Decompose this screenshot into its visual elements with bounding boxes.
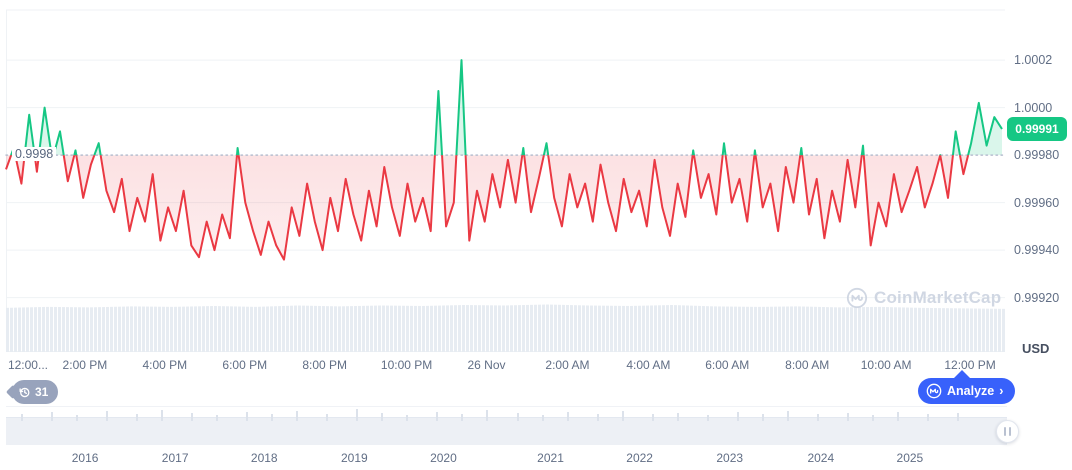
x-axis-tick: 10:00 PM: [380, 358, 433, 372]
x-axis-tick: 8:00 AM: [785, 358, 830, 372]
minimap-spike: [816, 414, 819, 421]
history-badge[interactable]: 31: [12, 380, 59, 404]
minimap-spike: [296, 411, 299, 421]
x-axis-tick: 2:00 PM: [62, 358, 108, 372]
minimap-spike: [676, 413, 679, 421]
baseline-price-label: 0.9998: [12, 147, 57, 162]
coinmarketcap-logo-icon: [846, 287, 868, 309]
minimap-spike: [896, 412, 899, 421]
minimap-year-label: 2022: [626, 451, 653, 465]
minimap-spike: [51, 412, 54, 421]
coinmarketcap-logo-icon: [926, 383, 942, 399]
analyze-button-pointer: [953, 370, 971, 379]
minimap-spike: [161, 410, 164, 421]
minimap-spike: [461, 414, 464, 421]
minimap-spike: [106, 411, 109, 421]
watermark-text: CoinMarketCap: [874, 288, 1002, 307]
minimap-spike: [786, 411, 789, 421]
y-axis-tick: 0.99920: [1014, 290, 1060, 305]
unit-label: USD: [1022, 341, 1050, 356]
handle-grip: [1004, 427, 1006, 436]
minimap-spike: [621, 411, 624, 421]
minimap-spike: [846, 413, 849, 421]
x-axis-tick: 6:00 AM: [705, 358, 750, 372]
minimap-spike: [706, 415, 709, 421]
watermark: CoinMarketCap: [846, 287, 1001, 309]
minimap-spike: [436, 412, 439, 421]
x-axis-tick: 10:00 AM: [860, 358, 912, 372]
minimap-spike: [326, 414, 329, 421]
handle-grip: [1009, 427, 1011, 436]
minimap-spike: [136, 414, 139, 421]
volume-bars: [6, 304, 1005, 352]
minimap-spike: [736, 412, 739, 421]
y-axis-tick: 0.99940: [1014, 243, 1060, 258]
history-clock-icon: [19, 387, 30, 397]
minimap-year-label: 2024: [807, 451, 835, 465]
minimap-year-label: 2018: [250, 451, 278, 465]
minimap-year-label: 2025: [896, 451, 924, 465]
price-chart[interactable]: [0, 0, 1072, 352]
x-axis-tick: 6:00 PM: [222, 358, 268, 372]
minimap-year-label: 2017: [161, 451, 189, 465]
minimap-top-border: [6, 406, 1007, 407]
minimap-spike: [566, 412, 569, 421]
y-axis-tick: 0.99960: [1014, 195, 1060, 210]
x-axis-tick: 4:00 AM: [626, 358, 671, 372]
minimap-spike: [516, 413, 519, 421]
minimap-spike: [381, 413, 384, 421]
current-price-badge: 0.99991: [1007, 117, 1067, 141]
minimap-spike: [956, 413, 959, 421]
history-count: 31: [35, 385, 49, 399]
minimap-year-label: 2023: [716, 451, 744, 465]
minimap-spike: [76, 415, 79, 421]
x-axis-tick: 12:00 PM: [944, 358, 996, 372]
minimap-year-label: 2019: [340, 451, 368, 465]
minimap-spike: [406, 415, 409, 421]
minimap-spike: [761, 414, 764, 421]
minimap-handle[interactable]: [996, 420, 1019, 443]
minimap-year-label: 2020: [430, 451, 457, 465]
minimap-spike: [486, 410, 489, 421]
minimap-selected-range[interactable]: [6, 417, 1007, 445]
x-axis-tick: 2:00 AM: [545, 358, 590, 372]
minimap-spike: [216, 415, 219, 421]
minimap-year-label: 2016: [71, 451, 99, 465]
analyze-button[interactable]: Analyze ›: [918, 378, 1016, 404]
minimap-spike: [651, 414, 654, 421]
analyze-label: Analyze: [947, 384, 995, 398]
x-axis-tick: 4:00 PM: [142, 358, 188, 372]
minimap-spike: [871, 415, 874, 421]
x-axis-tick: 12:00...: [7, 358, 48, 372]
minimap-spike: [356, 409, 359, 421]
x-axis-tick: 8:00 PM: [302, 358, 348, 372]
minimap-spike: [596, 414, 599, 421]
minimap-spike: [926, 414, 929, 421]
chevron-right-icon: ›: [999, 384, 1004, 398]
y-axis-tick: 1.0000: [1014, 100, 1053, 115]
minimap-spike: [541, 415, 544, 421]
range-minimap: 2016 2017 2018 2019 2020 2021 2022 2023 2024 2025: [0, 406, 1072, 470]
minimap-spike: [191, 413, 194, 421]
y-axis-tick: 1.0002: [1014, 53, 1053, 68]
minimap-spike: [21, 414, 23, 421]
x-axis-tick: 26 Nov: [467, 358, 506, 372]
minimap-spike: [271, 414, 274, 421]
y-axis-tick: 0.99980: [1014, 148, 1060, 163]
minimap-spike: [246, 412, 249, 421]
minimap-year-label: 2021: [537, 451, 564, 465]
